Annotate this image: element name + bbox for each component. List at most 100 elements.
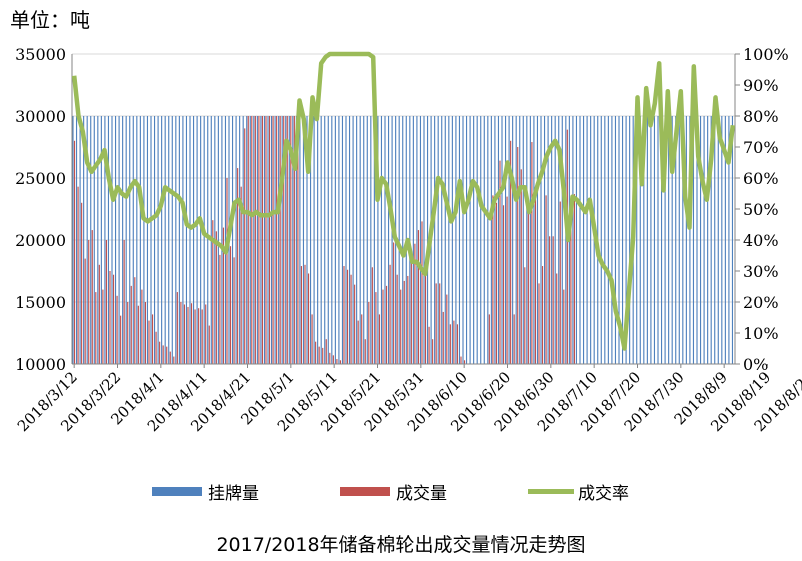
bar-traded xyxy=(456,324,459,364)
bar-traded xyxy=(435,283,437,364)
bar-listed xyxy=(313,116,315,364)
bar-listed xyxy=(370,116,372,364)
bar-listed xyxy=(352,116,354,364)
bar-traded xyxy=(502,205,505,364)
bar-traded xyxy=(297,116,299,364)
bar-traded xyxy=(378,314,381,364)
bar-listed xyxy=(646,116,648,364)
bar-traded xyxy=(318,346,320,364)
bar-traded xyxy=(566,129,568,364)
bar-traded xyxy=(251,116,253,364)
bar-listed xyxy=(334,116,336,364)
bar-listed xyxy=(579,116,581,364)
bar-traded xyxy=(463,360,466,364)
bar-traded xyxy=(226,178,228,364)
bar-listed xyxy=(100,116,102,364)
bar-listed xyxy=(348,116,351,364)
bar-traded xyxy=(325,339,327,364)
bar-traded xyxy=(453,320,455,364)
legend-swatch-listed xyxy=(152,486,202,496)
bar-traded xyxy=(339,360,342,364)
bar-traded xyxy=(332,355,334,364)
legend: 挂牌量 成交量 成交率 xyxy=(0,480,802,504)
bar-traded xyxy=(446,294,448,364)
bar-listed xyxy=(256,116,258,364)
legend-swatch-traded xyxy=(340,486,390,496)
bar-traded xyxy=(524,267,526,364)
bar-traded xyxy=(364,339,366,364)
bar-listed xyxy=(331,116,333,364)
legend-item-traded: 成交量 xyxy=(340,480,447,504)
bar-traded xyxy=(361,314,363,364)
bar-traded xyxy=(81,202,83,364)
bar-traded xyxy=(545,195,547,364)
bar-traded xyxy=(534,192,537,364)
bar-listed xyxy=(455,116,457,364)
bar-traded xyxy=(311,314,313,364)
bar-listed xyxy=(288,116,290,364)
bar-traded xyxy=(208,325,210,364)
bar-listed xyxy=(611,116,613,364)
right-tick-label: 100% xyxy=(743,45,789,64)
bar-traded xyxy=(559,201,561,364)
bar-listed xyxy=(469,116,471,364)
bar-listed xyxy=(653,116,656,364)
bar-listed xyxy=(575,116,578,364)
bar-traded xyxy=(492,195,494,364)
bar-traded xyxy=(421,221,423,364)
bar-listed xyxy=(139,116,141,364)
bar-listed xyxy=(696,116,698,364)
bar-traded xyxy=(336,359,338,364)
bar-listed xyxy=(278,116,280,364)
bar-traded xyxy=(183,304,186,364)
bar-listed xyxy=(476,116,478,364)
bar-traded xyxy=(442,311,444,364)
bar-traded xyxy=(91,230,93,364)
left-tick-label: 25000 xyxy=(15,169,66,188)
bar-listed xyxy=(536,116,539,364)
bar-listed xyxy=(192,116,195,364)
bar-listed xyxy=(79,116,81,364)
bar-listed xyxy=(600,116,602,364)
bar-listed xyxy=(402,116,404,364)
bar-listed xyxy=(90,116,92,364)
bar-listed xyxy=(522,116,524,364)
bar-listed xyxy=(107,116,110,364)
bar-traded xyxy=(279,116,281,364)
bar-listed xyxy=(625,116,627,364)
bar-listed xyxy=(582,116,585,364)
bar-listed xyxy=(345,116,347,364)
bar-traded xyxy=(130,285,132,364)
bar-listed xyxy=(72,116,74,364)
bar-traded xyxy=(194,309,196,364)
bar-traded xyxy=(368,302,370,364)
right-tick-label: 90% xyxy=(743,76,779,95)
left-tick-label: 15000 xyxy=(15,293,66,312)
bar-listed xyxy=(363,116,365,364)
bar-traded xyxy=(382,289,384,364)
left-tick-label: 10000 xyxy=(15,355,66,374)
bar-traded xyxy=(95,292,97,364)
bar-listed xyxy=(643,116,645,364)
bar-listed xyxy=(164,116,166,364)
bar-traded xyxy=(322,347,324,364)
bar-listed xyxy=(565,116,567,364)
bar-traded xyxy=(162,345,164,364)
bar-listed xyxy=(373,116,375,364)
bar-traded xyxy=(173,356,175,364)
bar-traded xyxy=(424,272,427,364)
bar-traded xyxy=(148,320,150,364)
bar-traded xyxy=(556,273,558,364)
bar-traded xyxy=(112,274,115,364)
bar-traded xyxy=(155,331,157,364)
bar-traded xyxy=(212,220,214,364)
bar-traded xyxy=(88,240,90,364)
bar-traded xyxy=(414,243,416,364)
bar-listed xyxy=(437,116,439,364)
bar-traded xyxy=(233,257,235,364)
bar-traded xyxy=(541,266,544,364)
right-tick-label: 0% xyxy=(743,355,768,374)
bar-listed xyxy=(419,116,422,364)
bar-traded xyxy=(385,285,388,364)
